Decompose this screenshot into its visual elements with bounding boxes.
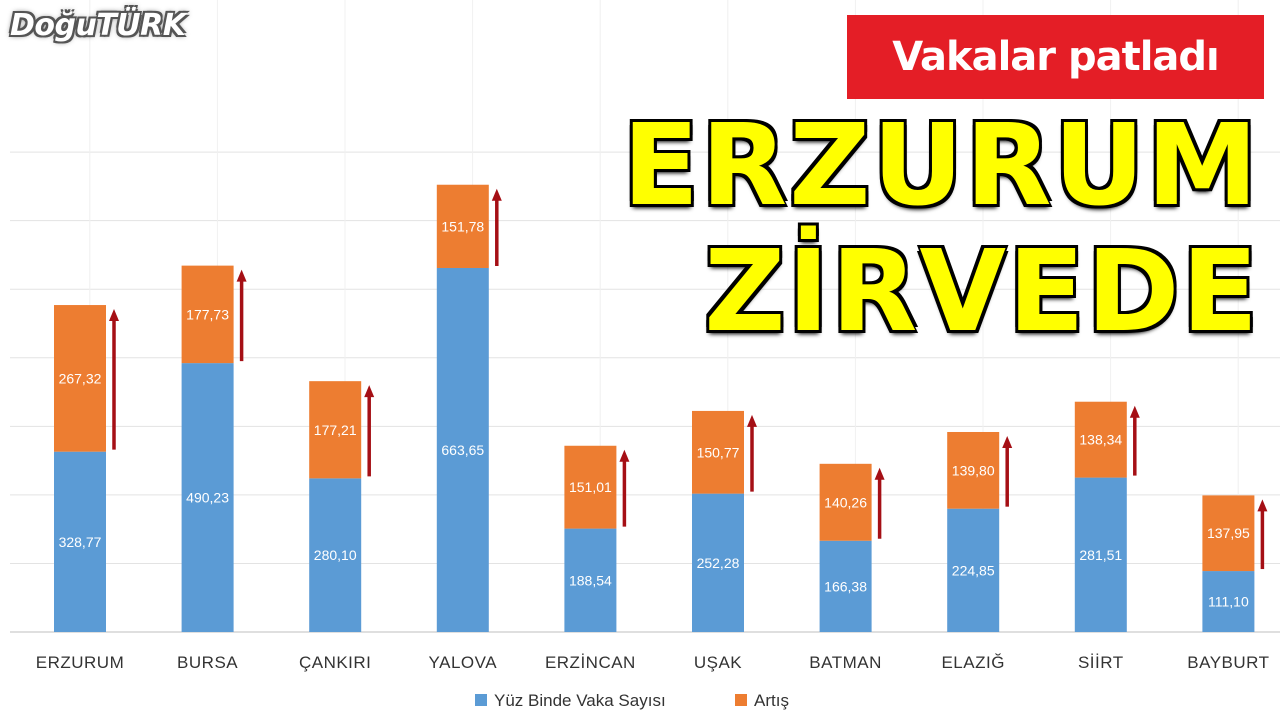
value-labels: 328,77 267,32 490,23 177,73 280,10 177,21 663,… — [59, 218, 1250, 609]
bar-base-value: 280,10 — [314, 547, 357, 563]
bar-base-value: 281,51 — [1079, 547, 1122, 563]
bar-increase-value: 137,95 — [1207, 525, 1250, 541]
bar-increase-value: 267,32 — [59, 370, 102, 386]
bar-increase-value: 177,21 — [314, 422, 357, 438]
increase-arrow — [747, 414, 757, 492]
bar-increase-value: 151,78 — [441, 218, 484, 234]
bar-increase-value: 150,77 — [697, 444, 740, 460]
increase-arrow — [1129, 405, 1140, 476]
headline-line-1: ERZURUM — [622, 101, 1260, 231]
bar-base — [181, 363, 234, 632]
category-label: ÇANKIRI — [299, 653, 371, 672]
bar-base — [564, 528, 617, 632]
bar-increase — [564, 445, 617, 529]
category-label: SİİRT — [1078, 653, 1124, 672]
bar-base-value: 252,28 — [697, 555, 740, 571]
category-label: YALOVA — [429, 653, 498, 672]
bar-increase-value: 139,80 — [952, 462, 995, 478]
brand-logo: DoğuTÜRK — [10, 8, 186, 43]
category-label: ERZİNCAN — [545, 653, 636, 672]
bar-increase — [436, 184, 489, 268]
bar-increase — [309, 381, 362, 479]
category-label: ERZURUM — [36, 653, 125, 672]
bar-increase-value: 138,34 — [1079, 432, 1122, 448]
legend-label-base: Yüz Binde Vaka Sayısı — [494, 691, 666, 710]
bar-increase-value: 140,26 — [824, 494, 867, 510]
increase-arrows — [109, 188, 1268, 570]
increase-arrow — [1002, 435, 1013, 507]
bar-increase — [54, 305, 106, 452]
bar-base — [54, 451, 106, 632]
bar-base-value: 224,85 — [952, 562, 995, 578]
bar-increase-value: 151,01 — [569, 479, 612, 495]
legend: Yüz Binde Vaka Sayısı Artış — [475, 691, 789, 710]
increase-arrow — [109, 309, 119, 450]
bar-increase — [947, 431, 1000, 509]
bar-increase — [1202, 495, 1255, 572]
increase-arrow — [1257, 499, 1268, 570]
headline-badge: Vakalar patladı — [847, 15, 1264, 99]
increase-arrow — [236, 269, 247, 362]
bars — [54, 184, 1255, 632]
bar-base-value: 166,38 — [824, 578, 867, 594]
bar-base — [309, 478, 362, 632]
category-label: BATMAN — [809, 653, 882, 672]
bar-base-value: 188,54 — [569, 572, 612, 588]
headline-line-2: ZİRVEDE — [704, 227, 1260, 357]
increase-arrow — [874, 467, 885, 539]
bar-base-value: 111,10 — [1208, 594, 1249, 610]
legend-swatch-increase — [735, 694, 747, 706]
bar-increase — [1074, 401, 1127, 478]
bar-base — [436, 267, 489, 632]
bar-base — [1074, 477, 1127, 632]
increase-arrow — [619, 449, 630, 527]
bar-increase-value: 177,73 — [186, 306, 229, 322]
legend-label-increase: Artış — [754, 691, 789, 710]
bar-increase — [819, 463, 872, 541]
category-label: UŞAK — [694, 653, 742, 672]
bar-base-value: 663,65 — [441, 442, 484, 458]
category-labels: ERZURUM BURSA ÇANKIRI YALOVA ERZİNCAN UŞAK BAT… — [36, 653, 1269, 672]
bar-base — [692, 493, 744, 632]
bar-base-value: 328,77 — [59, 534, 102, 550]
category-label: ELAZIĞ — [941, 653, 1004, 672]
bar-increase — [181, 265, 234, 364]
bar-base-value: 490,23 — [186, 490, 229, 506]
bar-base — [819, 540, 872, 632]
bar-base — [1202, 571, 1255, 632]
bar-base — [947, 508, 1000, 632]
category-label: BAYBURT — [1187, 653, 1269, 672]
category-label: BURSA — [177, 653, 238, 672]
increase-arrow — [491, 188, 502, 266]
increase-arrow — [364, 385, 375, 477]
bar-increase — [692, 410, 744, 494]
legend-swatch-base — [475, 694, 487, 706]
